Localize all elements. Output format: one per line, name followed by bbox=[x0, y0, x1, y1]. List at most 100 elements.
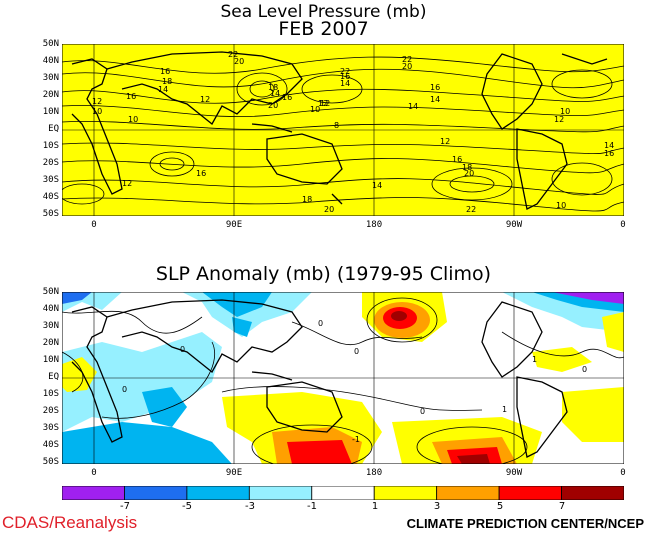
contour-label: 16 bbox=[196, 169, 206, 178]
colorbar-swatch bbox=[62, 486, 125, 500]
contour-label: 14 bbox=[372, 181, 382, 190]
colorbar-label: 5 bbox=[496, 501, 504, 512]
color-scale-bar bbox=[62, 486, 624, 500]
contour-label: 22 bbox=[466, 205, 476, 214]
contour-label: 1 bbox=[502, 405, 507, 414]
lat-label: 10S bbox=[42, 389, 59, 399]
contour-label: 22 bbox=[228, 50, 238, 59]
slp-contours bbox=[62, 56, 624, 212]
lat-label: 10N bbox=[42, 107, 59, 117]
contour-label: 20 bbox=[464, 169, 474, 178]
slp-map: 22 20 16 18 14 16 12 10 10 12 14 16 18 2… bbox=[62, 44, 624, 216]
contour-label: 16 bbox=[430, 83, 440, 92]
colorbar-swatch bbox=[124, 486, 188, 500]
contour-label: 10 bbox=[92, 107, 102, 116]
contour-label: 10 bbox=[556, 201, 566, 210]
lat-label: 10S bbox=[42, 141, 59, 151]
colorbar-swatch bbox=[186, 486, 250, 500]
contour-label: 0 bbox=[420, 407, 425, 416]
contour-label: 22 bbox=[340, 67, 350, 76]
contour-label: 10 bbox=[560, 107, 570, 116]
lat-label: 20S bbox=[42, 406, 59, 416]
anomaly-map: 0 0 -1 0 0 1 0 0 1 bbox=[62, 292, 624, 464]
colorbar-label: 3 bbox=[433, 501, 441, 512]
slp-contour-labels: 22 20 16 18 14 16 12 10 10 12 14 16 18 2… bbox=[92, 50, 614, 214]
contour-label: 20 bbox=[324, 205, 334, 214]
colorbar-swatch bbox=[311, 486, 375, 500]
contour-label: 14 bbox=[158, 85, 168, 94]
contour-label: 14 bbox=[270, 89, 280, 98]
contour-label: 20 bbox=[402, 62, 412, 71]
graticule bbox=[62, 44, 624, 216]
lon-label: 0 bbox=[620, 220, 626, 230]
lat-label: 40S bbox=[42, 192, 59, 202]
contour-label: 10 bbox=[128, 115, 138, 124]
lat-label: EQ bbox=[48, 124, 59, 134]
contour-label: 16 bbox=[126, 92, 136, 101]
agency-credit: CLIMATE PREDICTION CENTER/NCEP bbox=[406, 516, 644, 531]
lat-label: 30N bbox=[42, 73, 59, 83]
lat-label: 20N bbox=[42, 90, 59, 100]
bottom-chart-title: SLP Anomaly (mb) (1979-95 Climo) bbox=[155, 263, 492, 285]
contour-label: 1 bbox=[532, 355, 537, 364]
colorbar-label: -7 bbox=[120, 501, 130, 512]
contour-label: 10 bbox=[310, 105, 320, 114]
colorbar-swatch bbox=[373, 486, 438, 500]
top-chart-subtitle: FEB 2007 bbox=[278, 18, 369, 40]
contour-label: 0 bbox=[354, 347, 359, 356]
contour-label: 12 bbox=[554, 115, 564, 124]
lon-label: 90W bbox=[505, 468, 523, 478]
contour-label: 8 bbox=[334, 121, 339, 130]
anomaly-map-panel: 0 0 -1 0 0 1 0 0 1 bbox=[62, 292, 624, 464]
contour-label: 0 bbox=[582, 365, 587, 374]
colorbar-label: 7 bbox=[558, 501, 566, 512]
lon-label: 0 bbox=[620, 468, 626, 478]
lon-label: 180 bbox=[365, 468, 383, 478]
lat-label: 50S bbox=[42, 457, 59, 467]
contour-label: 0 bbox=[318, 319, 323, 328]
contour-label: 20 bbox=[234, 57, 244, 66]
contour-label: 0 bbox=[180, 345, 185, 354]
lat-label: 40S bbox=[42, 440, 59, 450]
colorbar-swatch bbox=[248, 486, 313, 500]
colorbar-label: -1 bbox=[307, 501, 317, 512]
contour-label: 18 bbox=[162, 77, 172, 86]
contour-label: 14 bbox=[430, 95, 440, 104]
anomaly-shading bbox=[62, 292, 624, 464]
contour-label: 22 bbox=[402, 55, 412, 64]
lat-label: EQ bbox=[48, 372, 59, 382]
data-source-credit: CDAS/Reanalysis bbox=[2, 513, 138, 532]
anomaly-contours bbox=[62, 297, 624, 464]
lon-label: 90E bbox=[225, 468, 243, 478]
contour-label: 16 bbox=[452, 155, 462, 164]
contour-label: 0 bbox=[122, 385, 127, 394]
lat-label: 50N bbox=[42, 287, 59, 297]
lat-label: 50N bbox=[42, 39, 59, 49]
colorbar-label: -5 bbox=[182, 501, 192, 512]
contour-label: 14 bbox=[408, 102, 418, 111]
colorbar-swatch bbox=[561, 486, 624, 500]
lat-label: 20S bbox=[42, 158, 59, 168]
lat-label: 40N bbox=[42, 56, 59, 66]
lat-label: 30S bbox=[42, 175, 59, 185]
contour-label: 12 bbox=[122, 179, 132, 188]
anomaly-contour-labels: 0 0 -1 0 0 1 0 0 1 bbox=[122, 319, 587, 444]
contour-label: 12 bbox=[200, 95, 210, 104]
lon-label: 180 bbox=[365, 220, 383, 230]
contour-label: 16 bbox=[282, 93, 292, 102]
contour-label: 14 bbox=[340, 79, 350, 88]
contour-label: 18 bbox=[268, 83, 278, 92]
contour-label: 12 bbox=[440, 137, 450, 146]
top-chart-title: Sea Level Pressure (mb) bbox=[220, 2, 427, 22]
colorbar-label: -3 bbox=[245, 501, 255, 512]
lat-label: 30S bbox=[42, 423, 59, 433]
lon-label: 90E bbox=[225, 220, 243, 230]
lon-label: 90W bbox=[505, 220, 523, 230]
contour-label: 16 bbox=[160, 67, 170, 76]
contour-label: -1 bbox=[352, 435, 360, 444]
contour-label: 12 bbox=[92, 97, 102, 106]
lat-label: 50S bbox=[42, 209, 59, 219]
lat-label: 20N bbox=[42, 338, 59, 348]
colorbar-swatch bbox=[498, 486, 562, 500]
colorbar-label: 1 bbox=[371, 501, 379, 512]
